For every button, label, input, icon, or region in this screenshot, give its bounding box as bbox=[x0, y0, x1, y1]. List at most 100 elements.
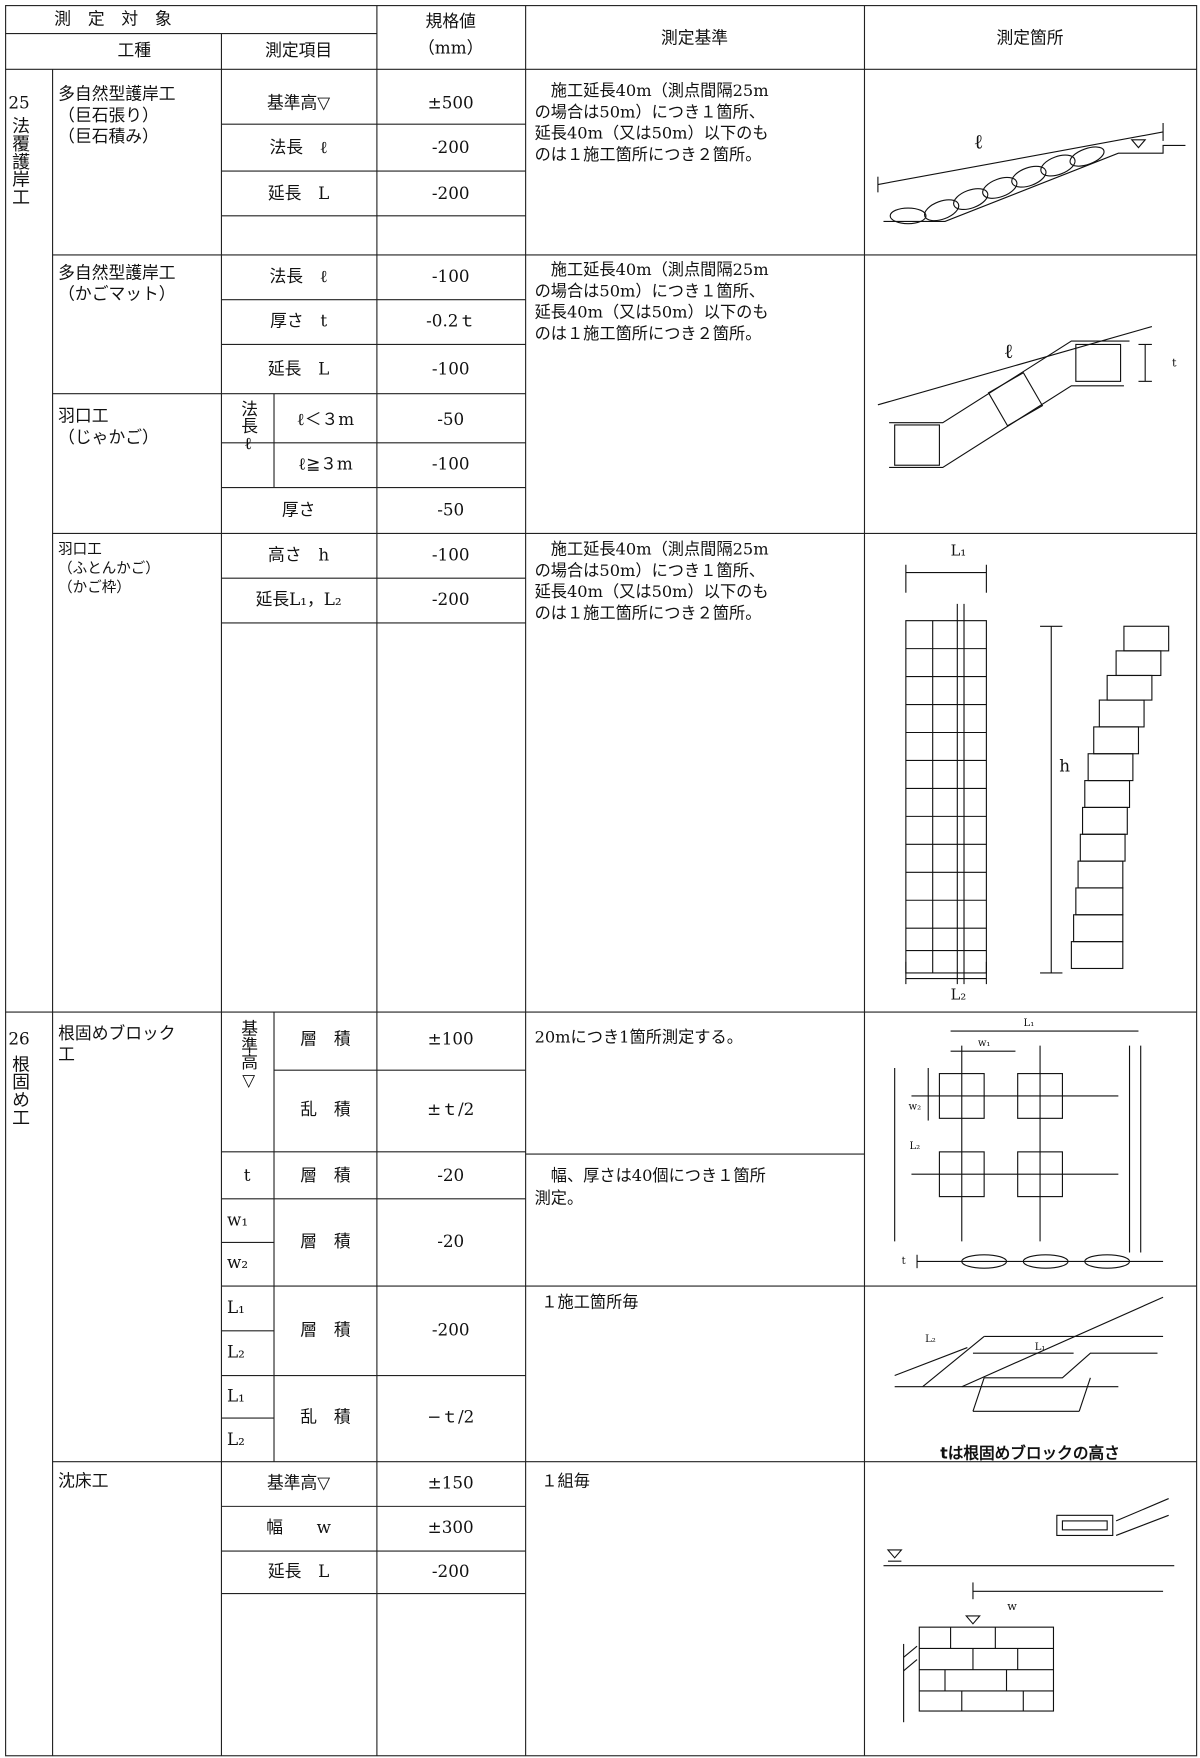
cell-text: 施工延長40m（測点間隔25m bbox=[535, 81, 769, 100]
cell-text: （巨石積み） bbox=[58, 126, 159, 146]
cell-text: 延長40m（又は50m）以下のも bbox=[535, 303, 769, 322]
cell-text: -20 bbox=[437, 1165, 464, 1185]
cell-text: w₂ bbox=[227, 1252, 248, 1272]
figure-label: L₂ bbox=[925, 1334, 936, 1345]
cell-text: 層 積 bbox=[300, 1165, 351, 1185]
section-number: 25 bbox=[8, 93, 29, 113]
cell-text: ±ｔ/2 bbox=[427, 1099, 474, 1119]
header: 測定項目 bbox=[265, 40, 332, 60]
cell-text: のは１施工箇所につき２箇所。 bbox=[535, 145, 762, 164]
cell-text: -100 bbox=[432, 266, 470, 286]
figure-label: ℓ bbox=[1004, 339, 1014, 363]
cell-text: 基準高▽ bbox=[267, 1473, 330, 1493]
cell-text: ±500 bbox=[428, 93, 474, 113]
block-layout bbox=[894, 1296, 1164, 1412]
cell-text: 層 積 bbox=[300, 1319, 351, 1339]
cell-text: のは１施工箇所につき２箇所。 bbox=[535, 603, 762, 622]
cell-text: 延長 L bbox=[268, 1561, 329, 1581]
cell-text: -0.2ｔ bbox=[426, 311, 475, 331]
figure-label: t bbox=[902, 1256, 906, 1267]
cell-text: 延長40m（又は50m）以下のも bbox=[535, 582, 769, 601]
gabion-wall bbox=[905, 603, 987, 985]
gabion bbox=[894, 424, 940, 466]
cell-text: 延長 L bbox=[268, 359, 329, 379]
cell-text: 乱 積 bbox=[300, 1099, 351, 1119]
cell-text: 延長L₁，L₂ bbox=[256, 589, 342, 609]
cell-text: 延長 L bbox=[268, 183, 329, 203]
block-chain bbox=[916, 1254, 1164, 1269]
cell-text: -200 bbox=[432, 589, 470, 609]
header: （mm） bbox=[418, 38, 483, 58]
cell-text: -50 bbox=[437, 409, 464, 429]
figure-note: tは根固めブロックの高さ bbox=[940, 1443, 1120, 1462]
figure-label: w bbox=[1007, 1600, 1017, 1613]
cell-text: ±100 bbox=[428, 1029, 474, 1049]
cell-text: 多自然型護岸工 bbox=[58, 262, 175, 282]
cell-text: ±300 bbox=[428, 1517, 474, 1537]
cell-text: 羽口工 bbox=[58, 406, 108, 426]
gabion-stack bbox=[1070, 625, 1170, 970]
cell-text: の場合は50m）につき１箇所、 bbox=[535, 561, 765, 580]
header: 工種 bbox=[117, 40, 151, 60]
cell-text: -20 bbox=[437, 1231, 464, 1251]
figure-label: L₁ bbox=[1035, 1342, 1046, 1353]
cell-text: 法長ℓ bbox=[239, 400, 259, 453]
cell-text: （ふとんかご） bbox=[58, 560, 160, 577]
cell-text: のは１施工箇所につき２箇所。 bbox=[535, 324, 762, 343]
cell-text: L₂ bbox=[227, 1342, 245, 1362]
cell-text: 厚さ bbox=[282, 500, 316, 520]
block-grid bbox=[911, 1045, 1142, 1253]
rocks bbox=[889, 146, 1105, 225]
cell-text: の場合は50m）につき１箇所、 bbox=[535, 281, 765, 300]
figure-label: w₂ bbox=[908, 1102, 921, 1113]
cell-text: −ｔ/2 bbox=[427, 1407, 474, 1427]
cell-text: 延長40m（又は50m）以下のも bbox=[535, 124, 769, 143]
figure-label: L₂ bbox=[951, 987, 966, 1003]
table-border bbox=[5, 5, 1198, 1757]
cell-text: 法長 ℓ bbox=[269, 266, 327, 286]
cell-text: 層 積 bbox=[300, 1029, 351, 1049]
cell-text: 幅、厚さは40個につき１箇所 bbox=[535, 1166, 766, 1185]
header: 測定箇所 bbox=[996, 28, 1063, 48]
figure-label: t bbox=[1172, 356, 1177, 369]
cell-text: -200 bbox=[432, 1561, 470, 1581]
cell-text: 施工延長40m（測点間隔25m bbox=[535, 540, 769, 559]
figure-label: L₁ bbox=[951, 543, 966, 559]
cell-text: １組毎 bbox=[541, 1471, 590, 1490]
cell-text: 羽口工 bbox=[58, 542, 102, 558]
header: 測定基準 bbox=[661, 28, 728, 48]
header: 規格値 bbox=[426, 11, 477, 31]
header: 測 定 対 象 bbox=[54, 9, 171, 29]
cell-text: -100 bbox=[432, 454, 470, 474]
figure-label: L₂ bbox=[909, 1141, 920, 1152]
section-name: 根固め工 bbox=[9, 1054, 30, 1126]
section-number: 26 bbox=[8, 1029, 29, 1049]
cell-text: 施工延長40m（測点間隔25m bbox=[535, 260, 769, 279]
cell-text: ℓ≧３m bbox=[298, 454, 353, 474]
cell-text: L₁ bbox=[227, 1297, 245, 1317]
cell-text: 高さ h bbox=[268, 544, 329, 564]
bank bbox=[889, 385, 1124, 469]
cell-text: 乱 積 bbox=[300, 1407, 351, 1427]
cell-text: 厚さ t bbox=[270, 311, 327, 331]
cell-text: 多自然型護岸工 bbox=[58, 84, 175, 104]
cell-text: ℓ＜３m bbox=[297, 409, 355, 429]
cell-text: 基準高▽ bbox=[267, 93, 330, 113]
cell-text: 層 積 bbox=[300, 1231, 351, 1251]
figure-label: ℓ bbox=[974, 130, 984, 154]
cell-text: 根固めブロック bbox=[58, 1023, 175, 1043]
figure-label: w₁ bbox=[978, 1038, 991, 1049]
cell-text: １施工箇所毎 bbox=[541, 1292, 638, 1311]
cell-text: 測定。 bbox=[535, 1188, 584, 1207]
cell-text: 沈床工 bbox=[58, 1470, 108, 1490]
cell-text: L₂ bbox=[227, 1429, 245, 1449]
cell-text: 基準高▽ bbox=[239, 1020, 259, 1091]
cell-text: t bbox=[244, 1165, 251, 1185]
cell-text: （かご枠） bbox=[58, 579, 131, 596]
cell-text: 法長 ℓ bbox=[269, 137, 327, 157]
figure-label: L₁ bbox=[1024, 1018, 1035, 1029]
cell-text: L₁ bbox=[227, 1385, 245, 1405]
